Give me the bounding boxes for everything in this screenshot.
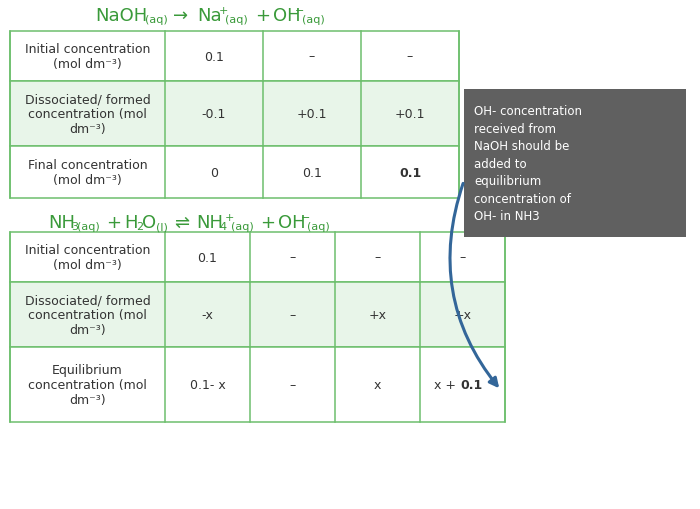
Text: (aq): (aq) (307, 221, 330, 232)
Text: Equilibrium
concentration (mol
dm⁻³): Equilibrium concentration (mol dm⁻³) (28, 363, 147, 406)
Text: +: + (225, 213, 235, 222)
Text: Initial concentration
(mol dm⁻³): Initial concentration (mol dm⁻³) (25, 243, 150, 271)
Text: 0.1: 0.1 (197, 251, 218, 264)
Text: -x: -x (202, 308, 214, 321)
Text: 0: 0 (210, 166, 218, 179)
Text: +: + (260, 214, 275, 232)
Text: (aq): (aq) (225, 15, 248, 25)
Text: NH: NH (48, 214, 75, 232)
Text: –: – (459, 251, 466, 264)
Text: x +: x + (435, 378, 461, 391)
Text: +x: +x (368, 308, 386, 321)
Text: O: O (142, 214, 156, 232)
Text: +: + (106, 214, 121, 232)
Text: x: x (374, 378, 382, 391)
Text: 3: 3 (71, 221, 78, 232)
Text: NH: NH (196, 214, 223, 232)
Text: 0.1: 0.1 (461, 378, 483, 391)
Text: –: – (374, 251, 381, 264)
Text: NaOH: NaOH (95, 7, 147, 25)
Text: Initial concentration
(mol dm⁻³): Initial concentration (mol dm⁻³) (25, 43, 150, 71)
Text: -0.1: -0.1 (202, 108, 226, 121)
Text: H: H (124, 214, 137, 232)
Text: Dissociated/ formed
concentration (mol
dm⁻³): Dissociated/ formed concentration (mol d… (25, 293, 150, 336)
Bar (10, 82, 459, 147)
Text: OH- concentration
received from
NaOH should be
added to
equilibrium
concentratio: OH- concentration received from NaOH sho… (474, 105, 582, 222)
Text: –: – (407, 50, 413, 64)
Text: Final concentration
(mol dm⁻³): Final concentration (mol dm⁻³) (28, 159, 147, 187)
Text: 2: 2 (136, 221, 143, 232)
Text: +0.1: +0.1 (297, 108, 328, 121)
Text: (aq): (aq) (302, 15, 325, 25)
Text: +: + (255, 7, 270, 25)
Text: –: – (289, 308, 295, 321)
Text: ⇌: ⇌ (174, 214, 189, 232)
Text: (l): (l) (156, 221, 168, 232)
Bar (10, 32, 459, 82)
Text: OH: OH (278, 214, 306, 232)
Text: 4: 4 (219, 221, 226, 232)
Text: +0.1: +0.1 (395, 108, 426, 121)
Text: 0.1: 0.1 (302, 166, 322, 179)
Text: Dissociated/ formed
concentration (mol
dm⁻³): Dissociated/ formed concentration (mol d… (25, 93, 150, 136)
Text: −: − (295, 6, 304, 16)
Text: 0.1: 0.1 (204, 50, 224, 64)
Text: +x: +x (454, 308, 472, 321)
Text: −: − (301, 213, 310, 222)
Text: +: + (219, 6, 228, 16)
Text: (aq): (aq) (231, 221, 253, 232)
Text: –: – (289, 251, 295, 264)
Bar (10, 282, 505, 347)
Bar (10, 233, 505, 282)
Text: 0.1- x: 0.1- x (190, 378, 225, 391)
Text: –: – (309, 50, 315, 64)
Text: (aq): (aq) (77, 221, 99, 232)
Text: →: → (173, 7, 188, 25)
Text: –: – (289, 378, 295, 391)
Bar (10, 347, 505, 422)
Bar (464, 90, 686, 238)
Text: Na: Na (197, 7, 222, 25)
Bar (10, 147, 459, 199)
Text: (aq): (aq) (145, 15, 168, 25)
Text: 0.1: 0.1 (399, 166, 421, 179)
Text: OH: OH (273, 7, 300, 25)
